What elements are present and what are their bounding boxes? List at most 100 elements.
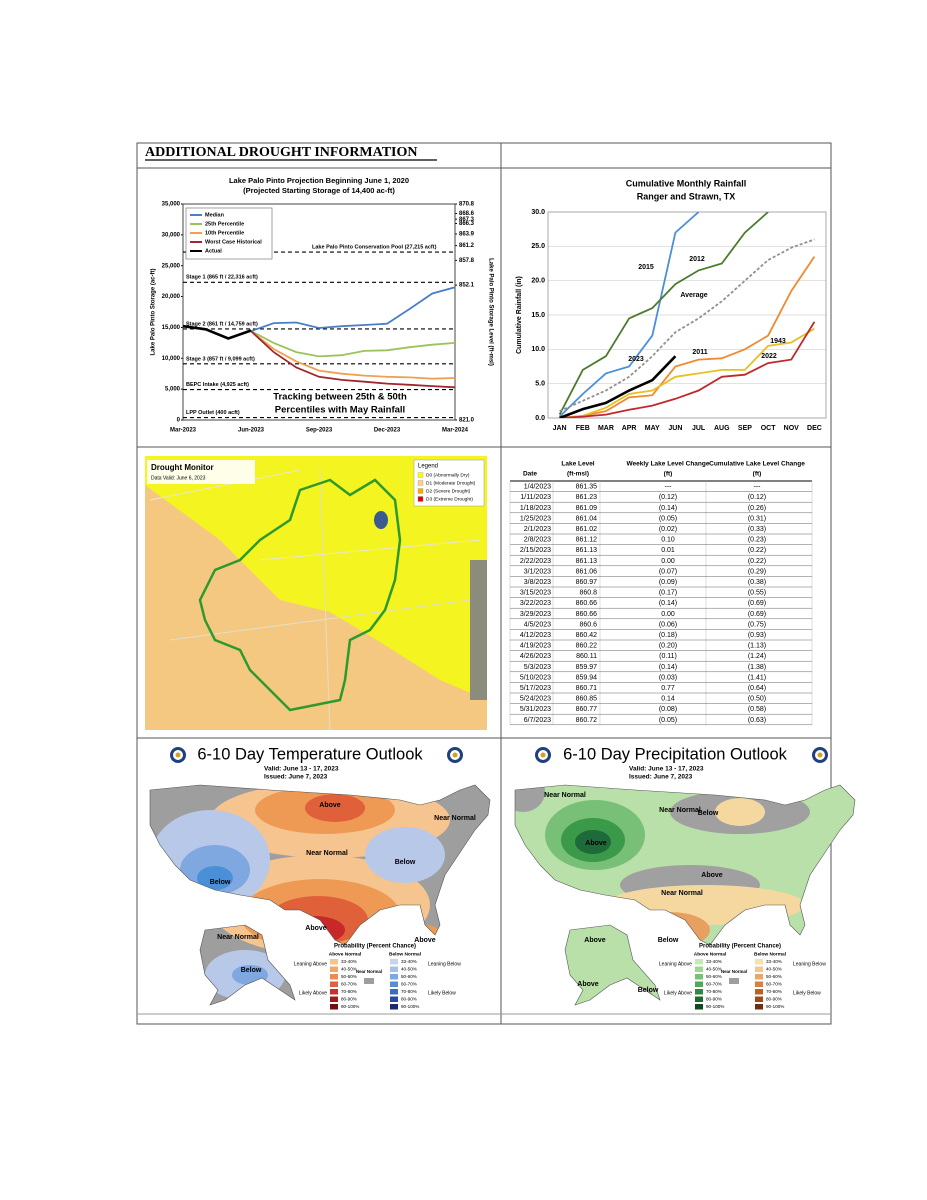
table-cell: 3/29/2023	[520, 611, 551, 618]
chart: Lake Palo Pinto Projection Beginning Jun…	[151, 176, 494, 434]
map-d1	[145, 485, 487, 730]
table-cell: 5/24/2023	[520, 696, 551, 703]
legend-heading: Below Normal	[389, 951, 421, 957]
table-cell: 0.00	[661, 611, 675, 618]
legend-label: 25th Percentile	[205, 221, 244, 227]
table-cell: (0.12)	[748, 494, 766, 501]
reference-label: BEPC Intake (4,925 acft)	[186, 382, 249, 388]
road	[319, 469, 331, 731]
series-line	[250, 286, 455, 332]
legend-level: 80-90%	[766, 997, 782, 1002]
legend-side: Leaning Below	[793, 961, 826, 967]
legend-level: 60-70%	[766, 982, 782, 987]
table-cell: (0.69)	[748, 611, 766, 618]
legend-swatch	[695, 959, 703, 965]
legend-label: Actual	[205, 248, 222, 254]
region-label: Above	[701, 872, 723, 879]
y-tick-label: 20.0	[531, 278, 545, 285]
series-line	[250, 330, 455, 389]
column-header: Lake Level	[561, 461, 594, 468]
table-cell: (1.41)	[748, 674, 766, 681]
legend-level: 33-40%	[766, 959, 782, 964]
table-cell: (0.63)	[748, 717, 766, 724]
table-cell: (0.03)	[659, 674, 677, 681]
table-cell: (0.64)	[748, 685, 766, 692]
table-cell: 4/12/2023	[520, 632, 551, 639]
legend-swatch	[695, 966, 703, 972]
reference-label: Stage 3 (857 ft / 9,099 acft)	[186, 356, 255, 362]
chart: Cumulative Monthly Rainfall Ranger and St…	[516, 178, 827, 432]
legend-swatch	[330, 981, 338, 987]
column-header: Date	[523, 471, 537, 478]
reference-label: Stage 1 (865 ft / 22,316 acft)	[186, 275, 258, 281]
chart-title: Cumulative Monthly Rainfall	[626, 178, 747, 188]
legend-side: Likely Above	[664, 990, 692, 996]
table-cell: (0.20)	[659, 643, 677, 650]
region-label: Above	[319, 802, 341, 809]
table-cell: 3/8/2023	[524, 579, 551, 586]
column-header: (ft)	[753, 471, 762, 478]
legend-swatch	[330, 959, 338, 965]
header-title: ADDITIONAL DROUGHT INFORMATION	[145, 145, 418, 160]
table-cell: (0.14)	[659, 505, 677, 512]
legend-swatch	[755, 981, 763, 987]
legend-heading: Above Normal	[694, 951, 727, 957]
table-cell: 0.00	[661, 558, 675, 565]
issued-date: Issued: June 7, 2023	[629, 774, 693, 781]
y-tick-label: 0	[177, 418, 181, 424]
legend-swatch	[755, 974, 763, 980]
table-cell: 0.01	[661, 547, 675, 554]
table-cell: 4/19/2023	[520, 643, 551, 650]
x-tick-label: AUG	[714, 425, 730, 432]
table-cell: 0.14	[661, 696, 675, 703]
legend-level: 90-100%	[706, 1004, 724, 1009]
y-tick-label: 25.0	[531, 243, 545, 250]
table-cell: (0.14)	[659, 600, 677, 607]
table-cell: 1/25/2023	[520, 515, 551, 522]
legend-level: 60-70%	[341, 982, 357, 987]
table-cell: 5/17/2023	[520, 685, 551, 692]
table-cell: 1/18/2023	[520, 505, 551, 512]
series-line	[559, 238, 815, 412]
legend-swatch	[330, 996, 338, 1002]
legend-swatch	[390, 989, 398, 995]
probability-area	[715, 798, 765, 826]
table-cell: 860.42	[576, 632, 598, 639]
reference-label: Lake Palo Pinto Conservation Pool (27,21…	[312, 244, 437, 250]
y-tick-label: 35,000	[162, 202, 181, 208]
table-cell: (0.75)	[748, 621, 766, 628]
region-label: Near Normal	[434, 815, 476, 822]
watershed	[198, 478, 402, 712]
table-cell: (0.18)	[659, 632, 677, 639]
y-tick-label: 15,000	[162, 325, 181, 331]
ak-outline	[564, 924, 661, 1006]
legend-level: 70-80%	[766, 989, 782, 994]
legend-swatch	[417, 472, 424, 478]
chart-subtitle: (Projected Starting Storage of 14,400 ac…	[243, 186, 395, 195]
legend-level: 80-90%	[401, 997, 417, 1002]
series-line	[250, 330, 455, 380]
legend-level: 33-40%	[706, 959, 722, 964]
legend-swatch	[330, 966, 338, 972]
legend-near: Near Normal	[721, 969, 747, 974]
region-label: Below	[210, 879, 231, 886]
legend-level: 90-100%	[401, 1004, 419, 1009]
outlook-map: 6-10 Day Temperature Outlook Valid: June …	[149, 745, 491, 1010]
table-cell: 1/11/2023	[520, 494, 551, 501]
legend-swatch	[417, 488, 424, 494]
table-cell: (0.05)	[659, 717, 677, 724]
legend-swatch	[729, 978, 739, 984]
region-label: Above	[584, 937, 606, 944]
legend-label: D3 (Extreme Drought)	[426, 496, 473, 502]
legend-label: Worst Case Historical	[205, 239, 262, 245]
plot-frame	[182, 203, 456, 421]
legend-near: Near Normal	[356, 969, 382, 974]
title-box	[147, 460, 255, 484]
table-cell: (0.69)	[748, 600, 766, 607]
table-cell: (1.24)	[748, 653, 766, 660]
x-tick-label: FEB	[576, 425, 590, 432]
y-tick-label: 10,000	[162, 356, 181, 362]
probability-area	[575, 830, 611, 854]
y2-tick-label: 857.8	[459, 258, 475, 264]
x-tick-label: Mar-2023	[170, 428, 197, 434]
